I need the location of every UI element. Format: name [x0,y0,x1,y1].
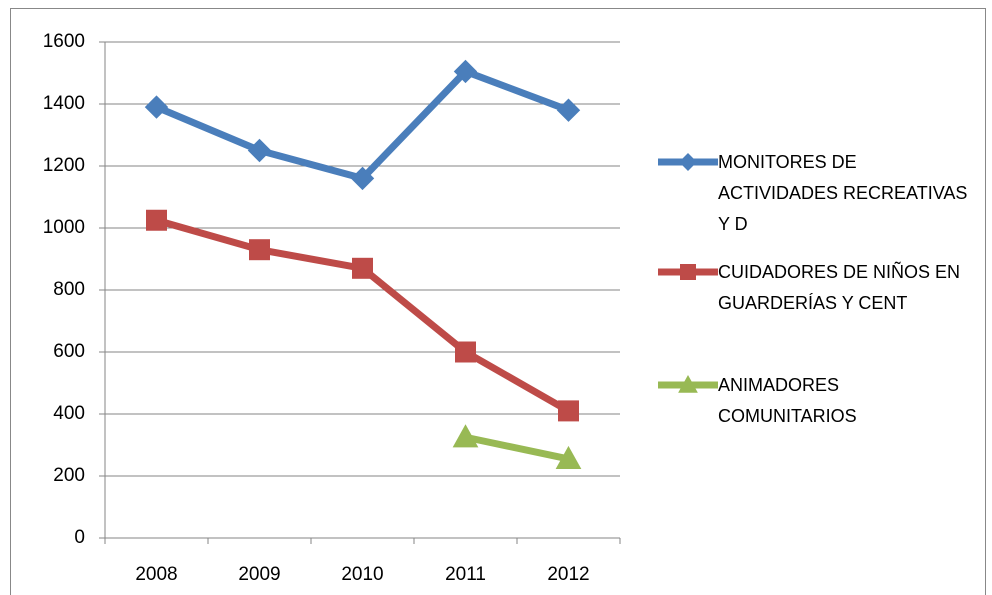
point [453,59,478,84]
legend-label: MONITORES DE ACTIVIDADES RECREATIVAS Y D [718,151,968,234]
point [249,239,270,261]
series-line [155,216,571,414]
y-tick-label: 600 [53,341,85,362]
x-tick-label: 2010 [341,564,383,585]
point [352,257,373,279]
point [455,341,476,363]
x-tick-label: 2009 [238,564,280,585]
y-tick-label: 1200 [43,155,85,176]
point [452,424,479,448]
legend-label: CUIDADORES DE NIÑOS EN GUARDERÍAS Y CENT [718,261,961,313]
y-tick-label: 1400 [43,93,85,114]
point [247,138,272,163]
point [146,209,167,231]
chart-border [10,8,986,595]
y-tick-label: 1000 [43,217,85,238]
series-line [155,67,570,182]
x-tick-label: 2012 [547,564,589,585]
y-tick-label: 800 [53,279,85,300]
point [350,166,375,191]
y-tick-label: 400 [53,403,85,424]
point [144,95,169,119]
legend-marker [679,153,697,171]
y-tick-label: 200 [53,465,85,486]
point [558,400,579,422]
legend-marker [678,374,698,393]
legend-label: ANIMADORES COMUNITARIOS [718,374,857,426]
legend-marker [680,264,696,280]
x-tick-label: 2011 [445,564,486,585]
point [556,98,581,122]
point [555,445,582,470]
y-tick-label: 0 [74,527,85,548]
y-tick-label: 1600 [43,31,85,52]
series-line [464,433,570,463]
x-tick-label: 2008 [135,564,177,585]
